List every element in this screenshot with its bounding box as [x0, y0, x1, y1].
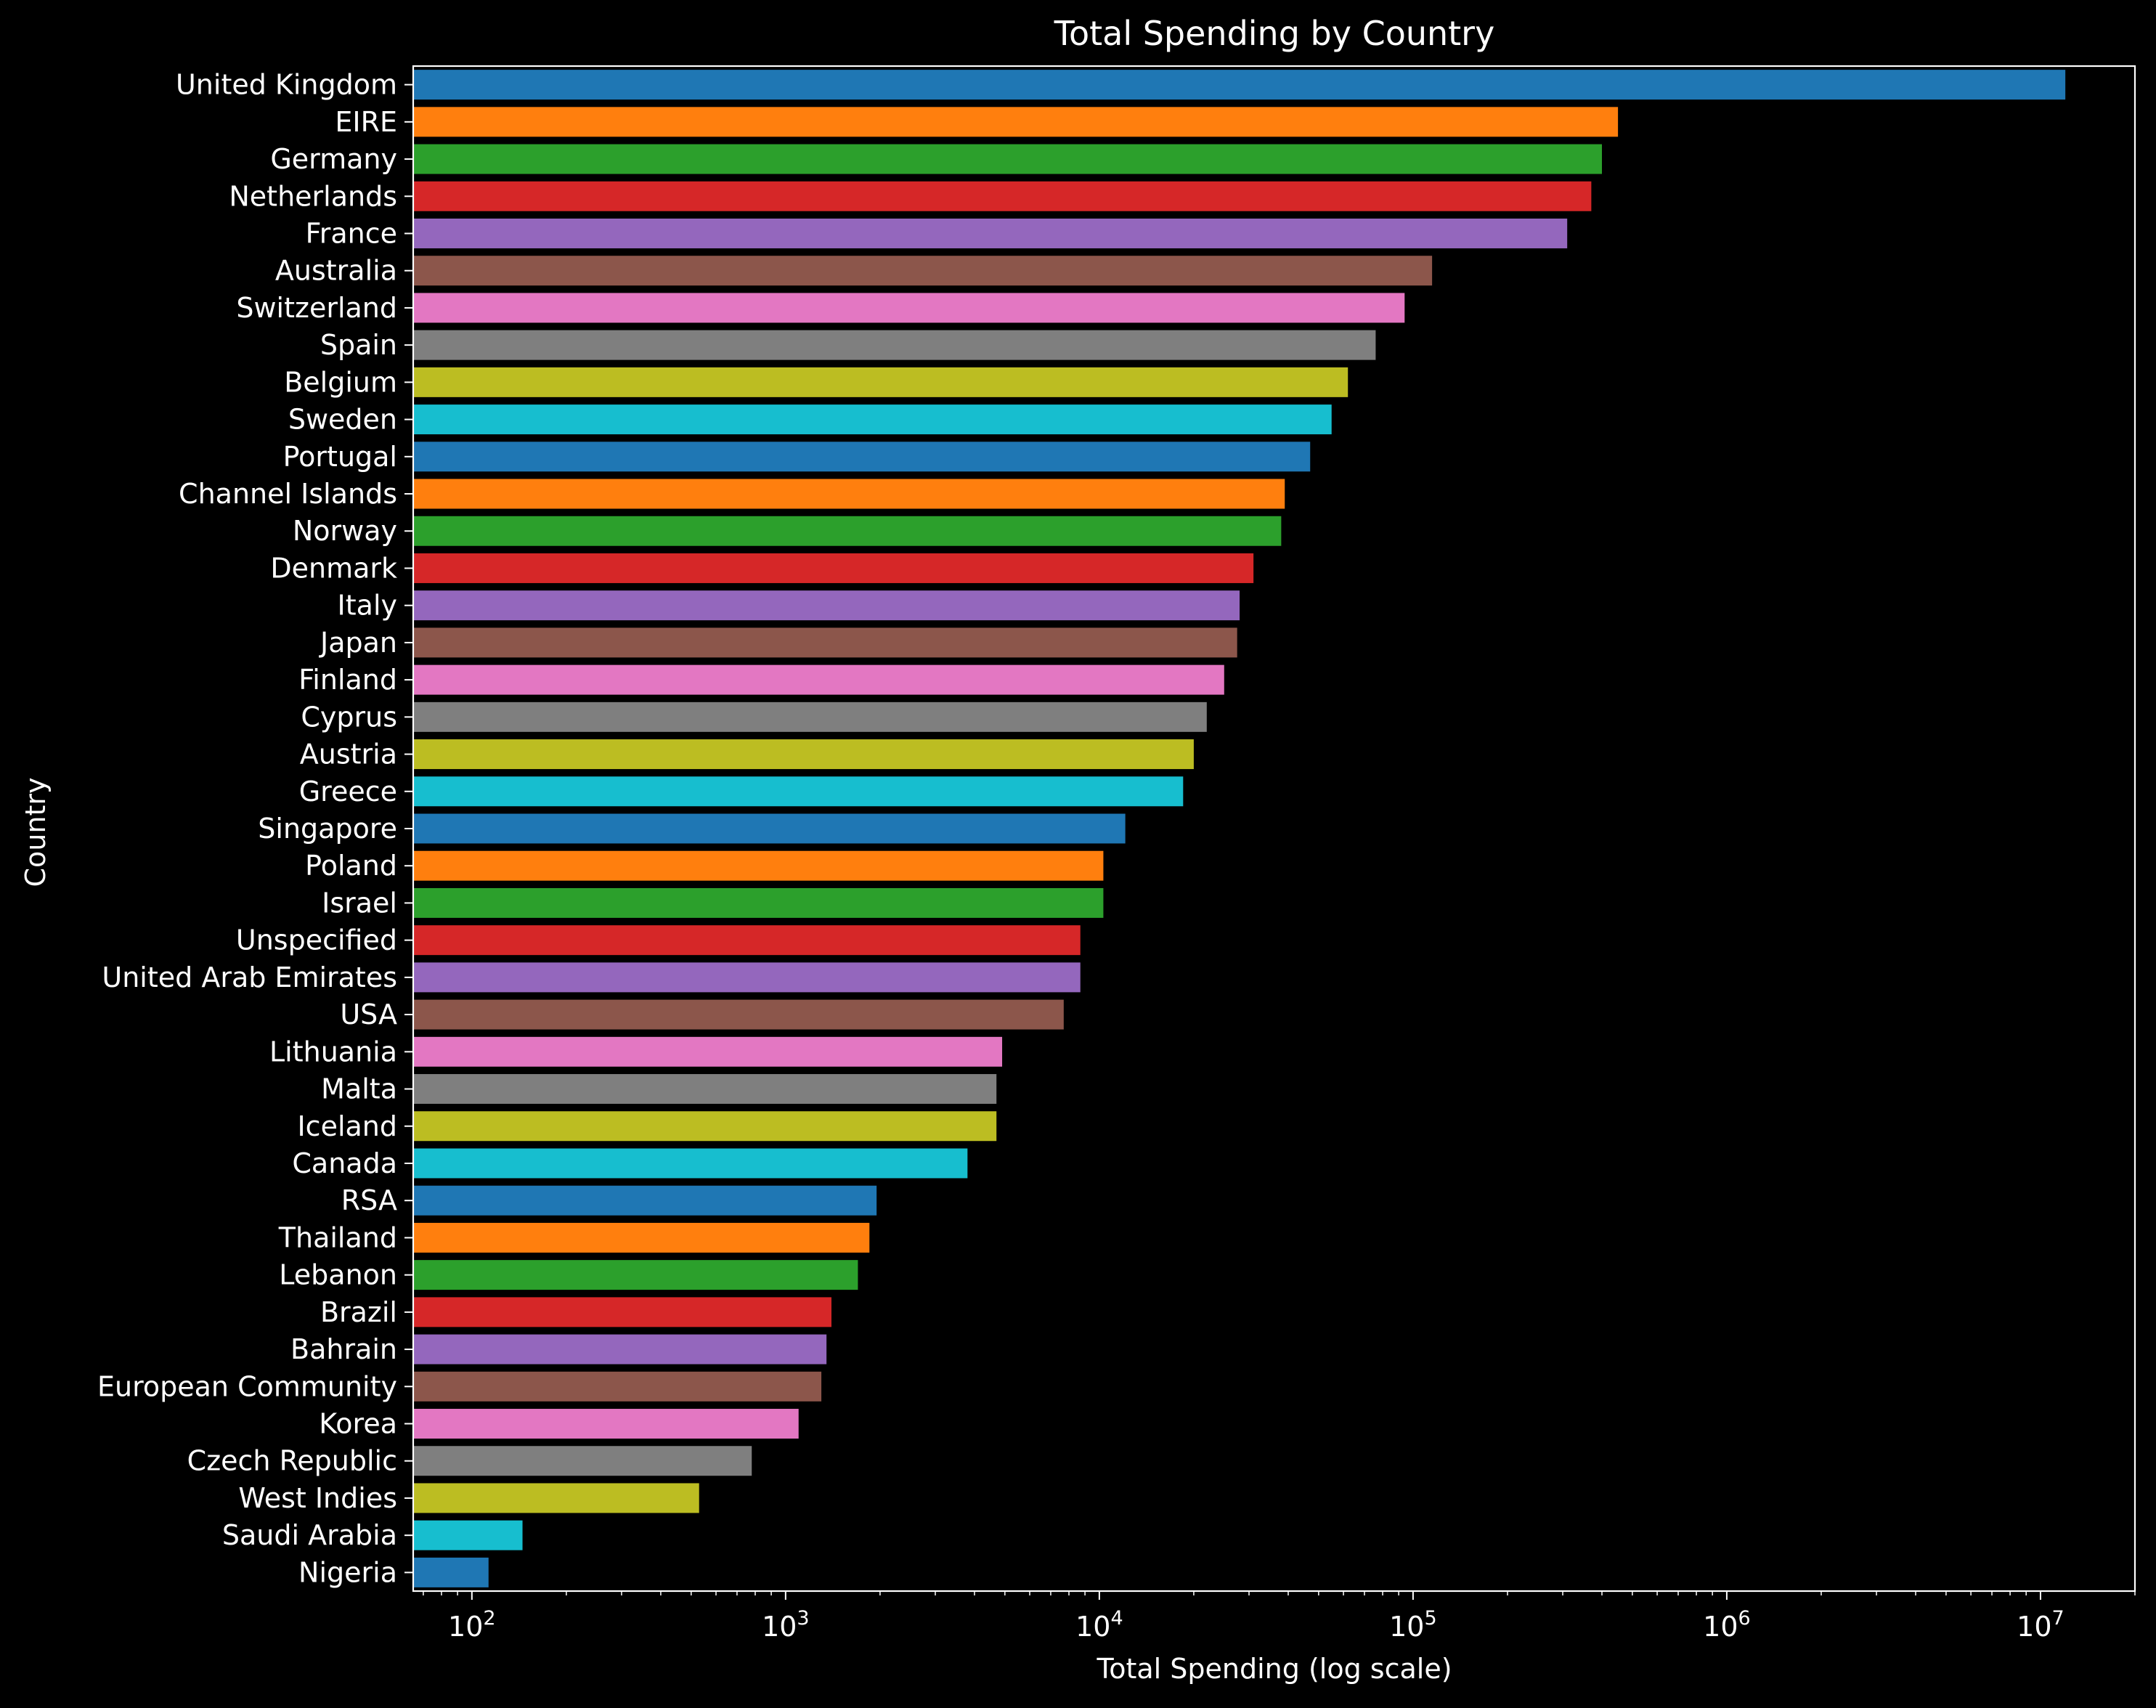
plot-frame [412, 65, 2136, 1593]
y-tick-label-west-indies: West Indies [238, 1482, 397, 1514]
bar-european-community [413, 1371, 822, 1402]
bar-belgium [413, 367, 1348, 397]
bar-eire [413, 107, 1619, 137]
y-tick-label-brazil: Brazil [320, 1296, 397, 1328]
bar-france [413, 219, 1568, 248]
y-tick-label-france: France [306, 217, 397, 249]
y-tick-label-switzerland: Switzerland [236, 292, 397, 324]
bar-denmark [413, 553, 1254, 583]
y-tick-label-belgium: Belgium [284, 366, 397, 398]
y-tick-label-korea: Korea [319, 1408, 397, 1440]
bar-bahrain [413, 1334, 827, 1365]
y-tick-label-european-community: European Community [97, 1370, 397, 1402]
y-tick-label-iceland: Iceland [297, 1110, 397, 1142]
y-tick-label-lebanon: Lebanon [279, 1259, 397, 1291]
x-tick-label: 106 [1703, 1607, 1751, 1643]
bar-israel [413, 887, 1104, 918]
bar-west-indies [413, 1483, 699, 1513]
bar-sweden [413, 404, 1332, 435]
y-tick-label-sweden: Sweden [288, 404, 397, 436]
chart-title: Total Spending by Country [1054, 14, 1495, 53]
y-tick-label-austria: Austria [300, 739, 397, 770]
bar-iceland [413, 1111, 997, 1142]
bar-unspecified [413, 925, 1081, 956]
y-tick-label-malta: Malta [321, 1073, 397, 1105]
y-tick-label-italy: Italy [338, 590, 397, 622]
y-tick-label-germany: Germany [270, 143, 397, 175]
bar-korea [413, 1409, 799, 1439]
y-tick-label-singapore: Singapore [258, 813, 397, 845]
y-tick-label-czech-republic: Czech Republic [187, 1445, 397, 1477]
bar-austria [413, 739, 1194, 770]
x-tick-label: 107 [2017, 1607, 2065, 1643]
y-tick-label-portugal: Portugal [283, 441, 397, 473]
x-tick-label: 103 [762, 1607, 810, 1643]
bar-rsa [413, 1185, 877, 1216]
y-tick-label-bahrain: Bahrain [290, 1333, 397, 1365]
y-tick-label-united-arab-emirates: United Arab Emirates [102, 961, 397, 993]
bar-nigeria [413, 1557, 489, 1587]
y-tick-label-cyprus: Cyprus [301, 701, 397, 733]
bar-brazil [413, 1297, 831, 1327]
bar-portugal [413, 442, 1311, 472]
bar-norway [413, 516, 1282, 546]
y-tick-label-denmark: Denmark [270, 552, 397, 584]
bar-finland [413, 664, 1224, 695]
y-tick-label-poland: Poland [305, 850, 397, 882]
y-tick-label-united-kingdom: United Kingdom [176, 69, 397, 101]
bar-channel-islands [413, 479, 1285, 509]
bar-spain [413, 330, 1376, 360]
y-tick-label-netherlands: Netherlands [229, 180, 397, 212]
y-tick-label-nigeria: Nigeria [298, 1556, 397, 1588]
y-tick-label-unspecified: Unspecified [236, 924, 397, 956]
y-tick-label-japan: Japan [319, 627, 397, 659]
y-tick-label-spain: Spain [320, 329, 397, 361]
bar-malta [413, 1074, 997, 1105]
x-ticks: 102 103 104 105 106 107 [423, 1591, 2136, 1643]
bar-switzerland [413, 293, 1405, 323]
bar-thailand [413, 1222, 870, 1253]
x-tick-label: 105 [1389, 1607, 1437, 1643]
x-axis-title: Total Spending (log scale) [1096, 1653, 1452, 1685]
y-tick-label-canada: Canada [292, 1147, 397, 1179]
bar-greece [413, 776, 1184, 807]
bar-saudi-arabia [413, 1520, 523, 1550]
y-tick-label-eire: EIRE [335, 106, 397, 138]
bar-united-kingdom [413, 70, 2066, 100]
bar-cyprus [413, 702, 1207, 732]
bar-czech-republic [413, 1446, 752, 1476]
y-tick-label-finland: Finland [298, 664, 397, 696]
y-tick-label-rsa: RSA [341, 1184, 397, 1216]
y-tick-label-thailand: Thailand [278, 1221, 397, 1253]
bar-poland [413, 850, 1104, 881]
y-tick-label-norway: Norway [293, 515, 397, 547]
y-tick-labels: United Kingdom EIRE Germany Netherlands Fran… [97, 69, 413, 1588]
bar-italy [413, 590, 1240, 621]
y-tick-label-usa: USA [340, 999, 397, 1030]
bar-netherlands [413, 181, 1592, 211]
bar-usa [413, 999, 1064, 1030]
x-tick-label: 102 [448, 1607, 496, 1643]
bar-germany [413, 144, 1603, 174]
y-tick-label-saudi-arabia: Saudi Arabia [222, 1519, 397, 1551]
y-tick-label-israel: Israel [322, 887, 397, 919]
bars-group [413, 70, 2066, 1587]
bar-canada [413, 1148, 968, 1179]
y-axis-title: Country [20, 778, 52, 887]
bar-singapore [413, 813, 1126, 844]
y-tick-label-australia: Australia [275, 255, 397, 287]
y-tick-label-greece: Greece [299, 776, 397, 808]
y-tick-label-channel-islands: Channel Islands [179, 478, 397, 510]
x-tick-label: 104 [1075, 1607, 1123, 1643]
bar-united-arab-emirates [413, 962, 1081, 993]
bar-lithuania [413, 1036, 1003, 1067]
y-tick-label-lithuania: Lithuania [269, 1036, 397, 1068]
bar-lebanon [413, 1260, 858, 1290]
bar-australia [413, 256, 1433, 286]
bar-japan [413, 627, 1237, 658]
